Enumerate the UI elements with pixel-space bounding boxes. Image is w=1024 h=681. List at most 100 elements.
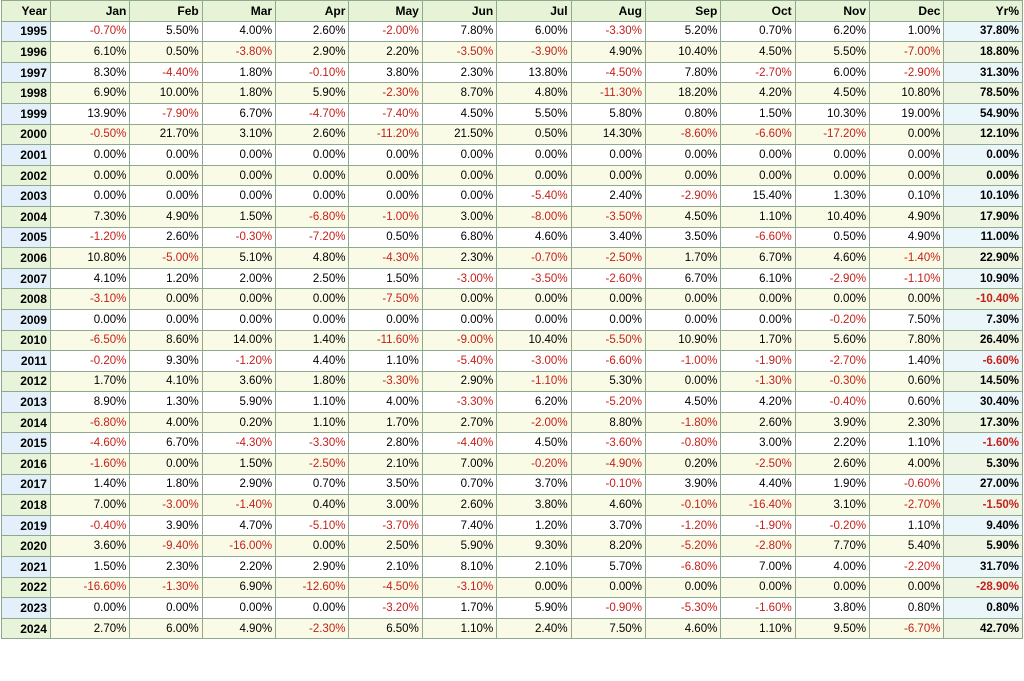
monthly-return-cell: 6.90%: [49, 82, 131, 104]
monthly-return-cell: -16.40%: [720, 494, 796, 516]
monthly-return-cell: 0.60%: [869, 370, 945, 393]
monthly-return-cell: 13.90%: [49, 102, 131, 125]
year-cell: 2016: [1, 453, 51, 475]
monthly-return-cell: 7.80%: [421, 20, 498, 43]
monthly-return-cell: -3.00%: [129, 494, 203, 516]
monthly-return-cell: -3.10%: [421, 576, 498, 599]
monthly-return-cell: 7.50%: [869, 308, 945, 331]
year-cell: 2022: [1, 576, 51, 599]
monthly-return-cell: 0.00%: [720, 576, 796, 599]
monthly-return-cell: 2.50%: [275, 267, 350, 290]
table-row: 2007 4.10% 1.20% 2.00% 2.50% 1.50% -3.00% -3.50…: [1, 267, 1023, 290]
monthly-return-cell: 1.50%: [49, 556, 131, 578]
monthly-return-cell: 2.40%: [496, 617, 572, 640]
monthly-return-cell: 4.60%: [570, 494, 646, 516]
yearly-return-cell: 22.90%: [943, 247, 1023, 269]
monthly-return-cell: -6.80%: [275, 205, 350, 228]
monthly-return-cell: 6.10%: [720, 267, 796, 290]
monthly-return-cell: 0.70%: [720, 20, 796, 43]
monthly-return-cell: -6.60%: [720, 226, 796, 249]
monthly-return-cell: 0.00%: [129, 144, 203, 166]
monthly-return-cell: 10.80%: [49, 247, 131, 269]
monthly-return-cell: 7.00%: [421, 453, 498, 475]
monthly-return-cell: 2.30%: [869, 411, 945, 434]
monthly-return-cell: 4.50%: [794, 82, 871, 104]
monthly-return-cell: -8.00%: [496, 205, 572, 228]
column-header-yr-: Yr%: [943, 0, 1023, 22]
monthly-return-cell: -2.90%: [869, 61, 945, 84]
yearly-return-cell: 10.90%: [943, 267, 1023, 290]
column-header-jul: Jul: [496, 0, 572, 22]
monthly-return-cell: 7.40%: [421, 514, 498, 537]
monthly-return-cell: 1.50%: [201, 453, 277, 475]
monthly-return-cell: 5.30%: [570, 370, 646, 393]
monthly-return-cell: 8.70%: [421, 82, 498, 104]
monthly-return-cell: 0.00%: [201, 308, 277, 331]
monthly-return-cell: 2.90%: [421, 370, 498, 393]
monthly-return-cell: -4.70%: [275, 102, 350, 125]
table-row: 2006 10.80% -5.00% 5.10% 4.80% -4.30% 2.30% -0.…: [1, 247, 1023, 269]
table-row: 2022 -16.60% -1.30% 6.90% -12.60% -4.50% -3.10…: [1, 576, 1023, 599]
yearly-return-cell: 54.90%: [943, 102, 1023, 125]
monthly-return-cell: 7.00%: [49, 494, 131, 516]
monthly-return-cell: 0.00%: [794, 576, 871, 599]
monthly-return-cell: 0.00%: [496, 144, 572, 166]
monthly-return-cell: -5.20%: [570, 391, 646, 413]
table-row: 1999 13.90% -7.90% 6.70% -4.70% -7.40% 4.50% 5.…: [1, 102, 1023, 125]
monthly-return-cell: -7.50%: [348, 288, 423, 310]
monthly-return-cell: 4.80%: [496, 82, 572, 104]
monthly-return-cell: 5.40%: [869, 535, 945, 558]
monthly-return-cell: 6.00%: [129, 617, 203, 640]
monthly-return-cell: 0.00%: [201, 597, 277, 619]
monthly-return-cell: -2.50%: [275, 453, 350, 475]
monthly-return-cell: -2.70%: [720, 61, 796, 84]
monthly-return-cell: 0.00%: [644, 288, 722, 310]
monthly-return-cell: 3.10%: [794, 494, 871, 516]
monthly-return-cell: 3.90%: [644, 473, 722, 496]
monthly-return-cell: 3.60%: [201, 370, 277, 393]
monthly-return-cell: -7.20%: [275, 226, 350, 249]
monthly-return-cell: -0.90%: [570, 597, 646, 619]
column-header-nov: Nov: [794, 0, 871, 22]
monthly-return-cell: 6.70%: [129, 432, 203, 455]
monthly-return-cell: -1.90%: [720, 350, 796, 372]
monthly-return-cell: 4.50%: [496, 432, 572, 455]
monthly-return-cell: 1.20%: [496, 514, 572, 537]
monthly-return-cell: -1.20%: [644, 514, 722, 537]
monthly-return-cell: 5.50%: [794, 41, 871, 63]
monthly-return-cell: -1.10%: [496, 370, 572, 393]
year-cell: 2012: [1, 370, 51, 393]
year-cell: 2024: [1, 617, 51, 640]
yearly-return-cell: 17.90%: [943, 205, 1023, 228]
table-row: 2014 -6.80% 4.00% 0.20% 1.10% 1.70% 2.70% -2.00…: [1, 411, 1023, 434]
monthly-return-cell: 4.40%: [720, 473, 796, 496]
table-row: 2023 0.00% 0.00% 0.00% 0.00% -3.20% 1.70% 5.90%…: [1, 597, 1023, 619]
monthly-return-cell: -5.40%: [496, 185, 572, 207]
monthly-return-cell: 1.50%: [348, 267, 423, 290]
year-cell: 2008: [1, 288, 51, 310]
monthly-return-cell: -5.50%: [570, 329, 646, 352]
column-header-may: May: [348, 0, 423, 22]
monthly-return-cell: 18.20%: [644, 82, 722, 104]
monthly-return-cell: 4.00%: [129, 411, 203, 434]
monthly-return-cell: 0.00%: [421, 164, 498, 187]
monthly-return-cell: 0.10%: [869, 185, 945, 207]
monthly-return-cell: 4.10%: [129, 370, 203, 393]
monthly-return-cell: -3.80%: [201, 41, 277, 63]
monthly-return-cell: 8.20%: [570, 535, 646, 558]
table-row: 2008 -3.10% 0.00% 0.00% 0.00% -7.50% 0.00% 0.00…: [1, 288, 1023, 310]
monthly-return-cell: 6.70%: [644, 267, 722, 290]
monthly-return-cell: 13.80%: [496, 61, 572, 84]
monthly-return-cell: 6.70%: [201, 102, 277, 125]
year-cell: 2017: [1, 473, 51, 496]
monthly-return-cell: -3.90%: [496, 41, 572, 63]
monthly-return-cell: -1.00%: [348, 205, 423, 228]
monthly-return-cell: -2.60%: [570, 267, 646, 290]
monthly-return-cell: -12.60%: [275, 576, 350, 599]
monthly-return-cell: 3.90%: [129, 514, 203, 537]
monthly-return-cell: -2.70%: [794, 350, 871, 372]
table-row: 2009 0.00% 0.00% 0.00% 0.00% 0.00% 0.00% 0.00% 0…: [1, 308, 1023, 331]
monthly-return-cell: 0.00%: [644, 370, 722, 393]
monthly-return-cell: 4.80%: [275, 247, 350, 269]
monthly-return-cell: 0.00%: [201, 185, 277, 207]
